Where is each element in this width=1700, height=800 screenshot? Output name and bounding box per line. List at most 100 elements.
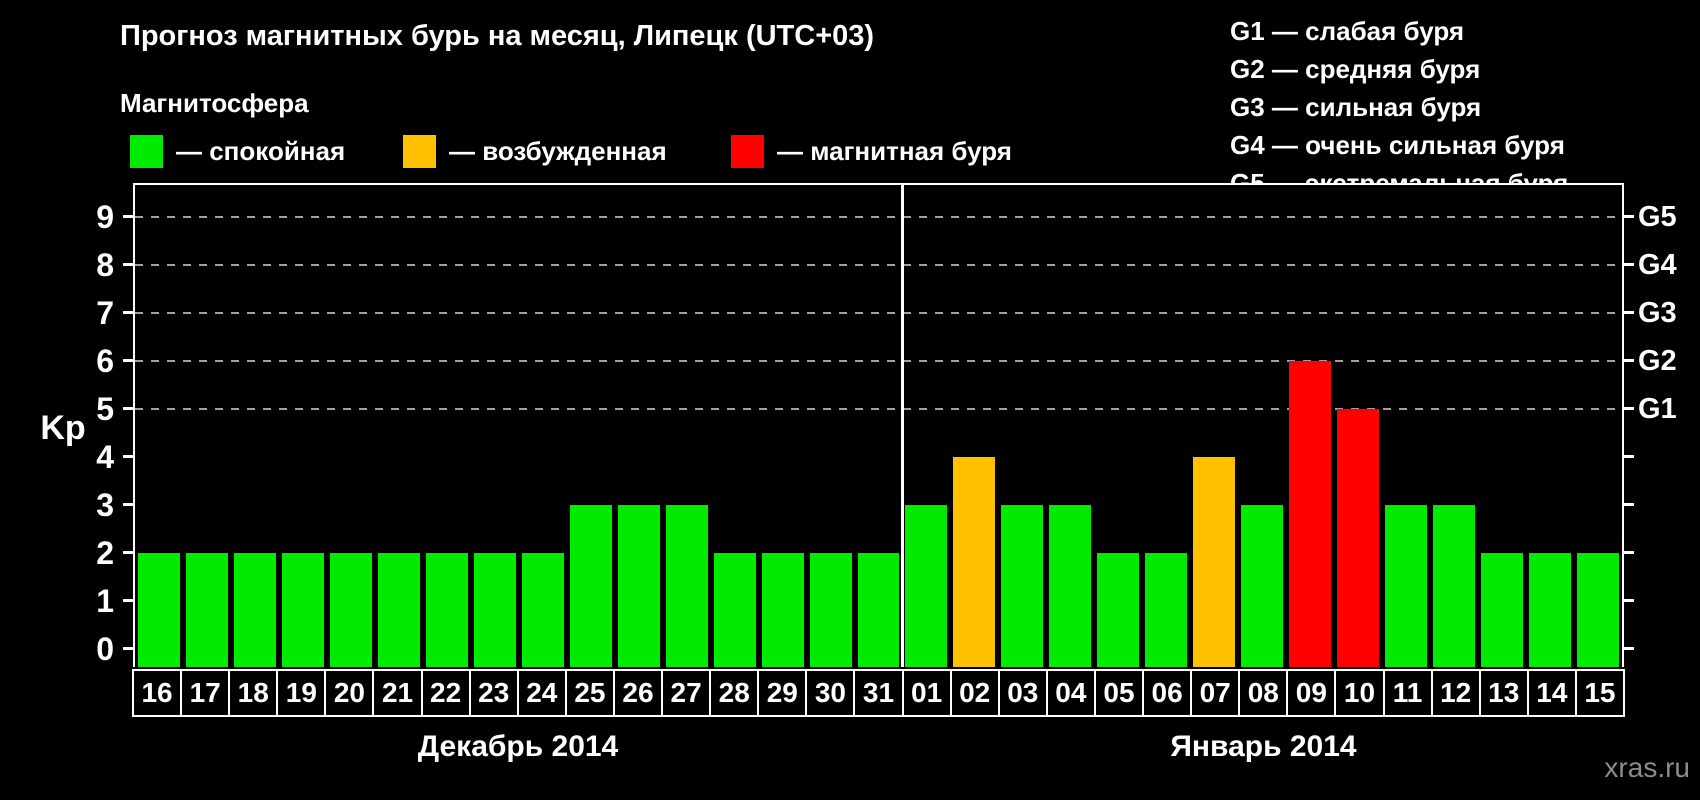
legend-label-storm: — магнитная буря [777, 135, 1012, 166]
day-cell-30: 30 [805, 669, 856, 717]
g-scale-legend-line-g2: G2 — средняя буря [1230, 54, 1481, 84]
bar-day-23-quiet [473, 553, 516, 667]
left-axis-tick-1 [123, 599, 133, 602]
bar-day-30-quiet [809, 553, 852, 667]
day-cell-11: 11 [1382, 669, 1433, 717]
day-cell-03: 03 [997, 669, 1048, 717]
bar-day-15-quiet [1577, 553, 1619, 667]
bar-day-19-quiet [281, 553, 324, 667]
legend-label-excited: — возбужденная [449, 135, 667, 166]
right-axis-tick-9 [1624, 215, 1634, 218]
g-scale-legend-line-g3: G3 — сильная буря [1230, 92, 1482, 122]
bar-day-21-quiet [377, 553, 420, 667]
day-cell-25: 25 [564, 669, 615, 717]
bar-day-11-quiet [1385, 505, 1428, 667]
watermark: xras.ru [1604, 752, 1690, 783]
legend-item-excited: — возбужденная [403, 134, 667, 168]
storm-color-swatch [731, 134, 764, 168]
g-scale-legend: G1 — слабая буря G2 — средняя буря G3 — … [1230, 12, 1568, 202]
bar-day-07-excited [1193, 457, 1236, 667]
bar-day-12-quiet [1433, 505, 1476, 667]
y-axis-tick-label-3: 3 [96, 487, 114, 523]
right-axis-tick-3 [1624, 503, 1634, 506]
right-axis-tick-8 [1624, 263, 1634, 266]
day-cell-28: 28 [709, 669, 760, 717]
bar-day-04-quiet [1049, 505, 1092, 667]
y-axis-tick-label-1: 1 [96, 583, 114, 619]
right-axis-tick-6 [1624, 359, 1634, 362]
legend-label-quiet: — спокойная [176, 135, 346, 166]
month-label-december: Декабрь 2014 [417, 730, 619, 763]
right-axis-tick-1 [1624, 599, 1634, 602]
day-cell-08: 08 [1238, 669, 1289, 717]
g-level-label-g1: G1 [1638, 393, 1677, 425]
y-axis-tick-label-2: 2 [96, 535, 114, 571]
gridline-kp5 [135, 408, 1622, 410]
bar-day-09-storm [1289, 361, 1332, 667]
bar-day-28-quiet [713, 553, 756, 667]
bar-day-08-quiet [1241, 505, 1284, 667]
day-cell-12: 12 [1430, 669, 1481, 717]
day-cell-07: 07 [1190, 669, 1241, 717]
y-axis-tick-label-5: 5 [96, 391, 114, 427]
bar-day-27-quiet [665, 505, 708, 667]
right-axis-tick-2 [1624, 551, 1634, 554]
bar-day-20-quiet [329, 553, 372, 667]
g-level-label-g5: G5 [1638, 201, 1677, 233]
y-axis-tick-label-9: 9 [96, 199, 114, 235]
plot-area [123, 183, 1634, 667]
day-cell-22: 22 [420, 669, 471, 717]
day-cell-24: 24 [516, 669, 567, 717]
bar-day-31-quiet [857, 553, 900, 667]
day-cell-15: 15 [1574, 669, 1625, 717]
g-level-label-g2: G2 [1638, 345, 1677, 377]
month-label-january: Январь 2014 [1170, 730, 1357, 763]
bar-day-22-quiet [425, 553, 468, 667]
legend-item-quiet: — спокойная [130, 134, 345, 168]
day-cell-27: 27 [661, 669, 712, 717]
day-cell-05: 05 [1093, 669, 1145, 717]
bar-day-05-quiet [1097, 553, 1140, 667]
left-axis-tick-6 [123, 359, 133, 362]
month-separator-line [900, 185, 904, 667]
bar-day-06-quiet [1145, 553, 1188, 667]
day-cell-01: 01 [901, 669, 952, 717]
bar-day-18-quiet [233, 553, 276, 667]
bar-day-17-quiet [185, 553, 228, 667]
left-axis-tick-3 [123, 503, 133, 506]
bar-day-10-storm [1337, 409, 1380, 667]
day-cell-04: 04 [1045, 669, 1096, 717]
day-cell-17: 17 [180, 669, 231, 717]
left-axis-tick-0 [123, 647, 133, 650]
excited-color-swatch [403, 134, 436, 168]
bar-day-29-quiet [761, 553, 804, 667]
right-axis-tick-4 [1624, 455, 1634, 458]
day-cell-29: 29 [757, 669, 808, 717]
day-cell-10: 10 [1334, 669, 1385, 717]
left-axis-tick-8 [123, 263, 133, 266]
chart-title: Прогноз магнитных бурь на месяц, Липецк … [120, 20, 875, 52]
gridline-kp8 [135, 264, 1622, 266]
bar-day-02-excited [953, 457, 996, 667]
day-cell-31: 31 [853, 669, 904, 717]
right-axis-tick-0 [1624, 647, 1634, 650]
bar-day-13-quiet [1481, 553, 1524, 667]
g-level-label-g3: G3 [1638, 297, 1677, 329]
day-cell-26: 26 [612, 669, 664, 717]
bar-day-16-quiet [138, 553, 180, 667]
y-axis-tick-label-6: 6 [96, 343, 114, 379]
x-axis-day-row: 16 17 18 19 20 21 22 23 24 25 26 27 28 29 30 31 01 02 03 04… [132, 669, 1625, 717]
y-axis-tick-label-8: 8 [96, 247, 114, 283]
bar-day-01-quiet [905, 505, 948, 667]
y-axis-tick-label-7: 7 [96, 295, 114, 331]
bar-day-24-quiet [521, 553, 564, 667]
day-cell-09: 09 [1286, 669, 1337, 717]
day-cell-20: 20 [324, 669, 375, 717]
left-axis-tick-7 [123, 311, 133, 314]
gridline-kp6 [135, 360, 1622, 362]
day-cell-23: 23 [468, 669, 519, 717]
left-axis-tick-9 [123, 215, 133, 218]
g-scale-legend-line-g1: G1 — слабая буря [1230, 16, 1465, 46]
quiet-color-swatch [130, 134, 163, 168]
